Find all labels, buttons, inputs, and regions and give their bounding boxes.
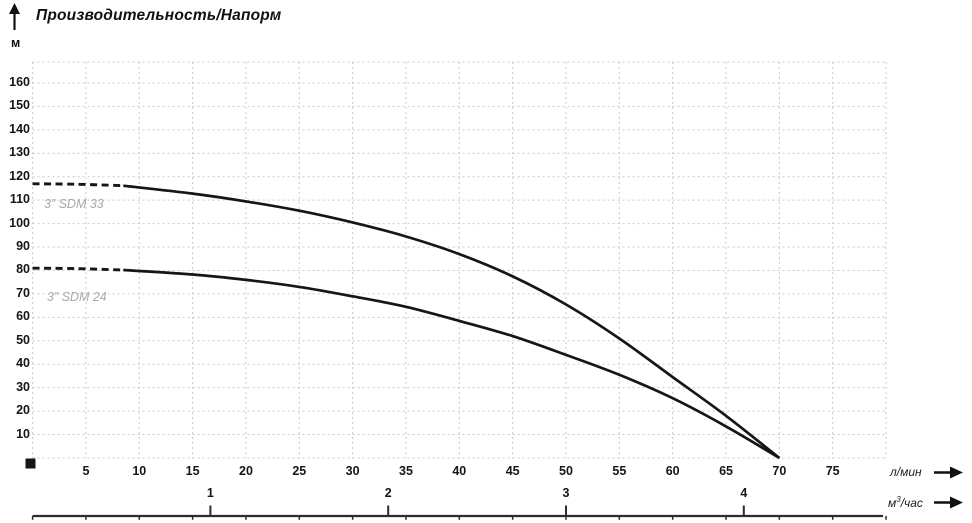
- primary-axis-arrowhead-icon: [950, 466, 963, 479]
- y-tick-label: 20: [16, 403, 30, 418]
- y-tick-label: 50: [16, 332, 30, 347]
- secondary-axis-arrowhead-icon: [950, 496, 963, 509]
- y-axis-unit-label: м: [11, 36, 21, 50]
- y-tick-label: 40: [16, 356, 30, 371]
- y-tick-label: 140: [9, 121, 30, 136]
- y-tick-label: 80: [16, 262, 30, 277]
- m3h-tick-label: 1: [206, 485, 214, 500]
- y-tick-label: 110: [9, 192, 30, 207]
- y-tick-label: 90: [16, 239, 30, 254]
- x-tick-label: 25: [292, 463, 307, 478]
- x-axis-primary-unit-label: л/мин: [890, 465, 922, 479]
- x-tick-label: 20: [239, 463, 253, 478]
- y-tick-label: 10: [16, 426, 30, 441]
- y-tick-label: 130: [9, 145, 30, 160]
- series-label-sdm24: 3” SDM 24: [47, 290, 107, 304]
- x-tick-label: 10: [132, 463, 147, 478]
- curve-solid-sdm33: [123, 184, 781, 460]
- x-tick-label: 5: [82, 463, 90, 478]
- x-tick-label: 75: [825, 463, 840, 478]
- y-tick-label: 160: [9, 74, 30, 89]
- series-label-sdm33: 3” SDM 33: [44, 197, 104, 211]
- y-tick-label: 150: [9, 98, 30, 113]
- x-tick-label: 45: [505, 463, 520, 478]
- y-axis-arrowhead-icon: [9, 3, 20, 14]
- curve-dashed-sdm33: [32, 182, 124, 188]
- x-tick-label: 30: [345, 463, 360, 478]
- y-tick-label: 100: [9, 215, 30, 230]
- x-tick-label: 35: [399, 463, 413, 478]
- x-axis-secondary-unit-label: м3/час: [888, 495, 923, 510]
- y-tick-label: 30: [16, 379, 30, 394]
- x-tick-label: 50: [559, 463, 573, 478]
- chart-title: Производительность/Напорм: [36, 7, 282, 24]
- x-tick-label: 15: [185, 463, 200, 478]
- m3h-tick-label: 4: [740, 485, 748, 500]
- m3h-tick-label: 2: [384, 485, 392, 500]
- x-tick-label: 65: [719, 463, 733, 478]
- m3h-tick-label: 3: [562, 485, 570, 500]
- x-tick-label: 40: [452, 463, 467, 478]
- y-tick-label: 60: [16, 309, 30, 324]
- curve-solid-sdm24: [123, 268, 781, 460]
- y-tick-label: 70: [16, 285, 30, 300]
- x-tick-label: 60: [665, 463, 680, 478]
- x-tick-label: 55: [612, 463, 627, 478]
- y-tick-label: 120: [9, 168, 30, 183]
- curve-dashed-sdm24: [32, 266, 124, 272]
- x-tick-label: 70: [772, 463, 787, 478]
- origin-square-marker: [25, 458, 36, 469]
